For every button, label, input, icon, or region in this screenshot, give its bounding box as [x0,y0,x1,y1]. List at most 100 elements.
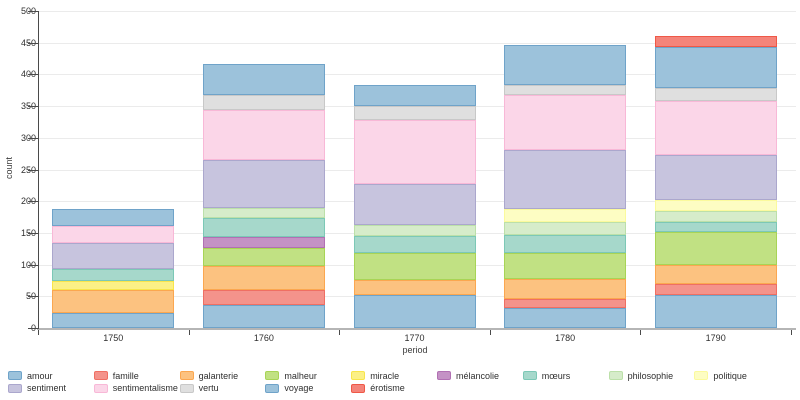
bar-segment-mœurs-1790 [654,222,777,233]
legend-swatch-sentimentalisme [93,383,108,393]
x-axis-title: period [402,345,428,355]
bar-segment-famille-1780 [504,298,627,309]
bar-segment-sentiment-1750 [52,243,175,270]
legend-label-sentimentalisme: sentimentalisme [112,383,178,393]
bar-segment-galanterie-1770 [353,279,476,296]
gridline [38,74,796,76]
bar-segment-sentimentalisme-1780 [504,95,627,150]
y-tick [28,106,38,108]
legend-label-politique: politique [713,370,747,381]
legend-swatch-mœurs [522,371,537,380]
y-tick [28,201,38,203]
legend-item-famille: famille [93,370,139,381]
legend-label-miracle: miracle [370,370,400,381]
gridline [38,11,796,12]
y-tick [28,42,38,44]
bar-segment-politique-1780 [504,209,627,223]
x-axis-line [37,328,796,330]
legend-label-voyage: voyage [284,383,314,393]
bar-segment-voyage-1750 [52,209,175,226]
legend-swatch-galanterie [179,371,194,380]
legend-item-mélancolie: mélancolie [437,370,499,381]
x-tick [791,330,792,335]
legend-swatch-vertu [179,383,194,393]
bar-segment-miracle-1750 [52,281,175,290]
y-tick [28,232,38,234]
bar-segment-mœurs-1760 [202,218,325,238]
bar-segment-vertu-1780 [504,84,627,96]
bar-segment-philosophie-1760 [202,207,325,219]
x-tick-label: 1770 [404,333,425,343]
bar-segment-galanterie-1760 [202,265,325,290]
bar-segment-amour-1780 [504,308,627,328]
bar-segment-voyage-1760 [202,63,325,95]
y-tick [28,328,38,329]
legend-item-sentimentalisme: sentimentalisme [93,383,178,394]
legend-label-sentiment: sentiment [27,383,67,393]
legend-label-amour: amour [27,370,53,381]
x-tick [38,330,39,335]
x-tick-label: 1750 [103,333,124,343]
legend-item-sentiment: sentiment [8,383,66,394]
bar-segment-amour-1760 [202,304,325,328]
legend-item-amour: amour [8,370,53,381]
legend-label-famille: famille [112,370,139,381]
x-tick [339,330,341,335]
legend-swatch-philosophie [608,371,623,380]
bar-segment-sentiment-1770 [353,184,476,225]
bar-segment-érotisme-1790 [654,35,777,48]
legend-item-mœurs: mœurs [522,370,571,381]
bar-segment-philosophie-1790 [654,210,777,223]
legend-item-vertu: vertu [179,383,219,394]
legend-label-vertu: vertu [198,383,219,393]
bar-segment-famille-1760 [202,289,325,305]
legend-item-philosophie: philosophie [608,370,674,381]
legend-swatch-voyage [265,383,280,393]
x-tick [640,330,642,335]
legend-label-mœurs: mœurs [541,370,571,381]
bar-segment-sentimentalisme-1770 [353,120,476,185]
bar-segment-malheur-1770 [353,252,476,280]
legend-label-érotisme: érotisme [370,383,405,393]
x-tick-label: 1790 [705,333,726,343]
y-axis-line [38,11,39,329]
x-tick-label: 1780 [555,333,576,343]
y-tick [28,74,38,76]
legend-item-érotisme: érotisme [351,383,405,394]
legend-item-miracle: miracle [351,370,399,381]
legend-swatch-malheur [265,371,280,380]
legend-swatch-érotisme [351,383,366,393]
legend-item-malheur: malheur [265,370,317,381]
y-tick [28,264,38,266]
y-tick [28,296,38,298]
bar-segment-mœurs-1780 [504,234,627,253]
legend-swatch-mélancolie [437,371,451,380]
bar-segment-vertu-1760 [202,94,325,110]
bar-segment-sentimentalisme-1790 [654,101,777,155]
bar-segment-famille-1790 [654,283,777,296]
gridline [38,42,796,44]
bar-segment-vertu-1790 [654,87,777,102]
bar-segment-voyage-1770 [353,85,476,107]
legend-label-galanterie: galanterie [198,370,239,381]
legend-swatch-sentiment [8,383,22,393]
legend-swatch-famille [93,371,108,380]
x-tick [188,330,190,335]
bar-segment-galanterie-1780 [504,278,627,299]
bar-segment-sentimentalisme-1760 [202,109,325,160]
bar-segment-vertu-1770 [353,106,476,121]
bar-segment-galanterie-1750 [52,289,175,314]
bar-segment-mœurs-1750 [52,269,175,282]
legend-label-philosophie: philosophie [627,370,674,381]
y-tick [28,137,38,139]
legend-item-voyage: voyage [265,383,313,394]
legend-item-politique: politique [694,370,747,381]
bar-segment-malheur-1780 [504,252,627,279]
legend-swatch-miracle [351,371,366,380]
bar-segment-sentiment-1790 [654,154,777,200]
bar-segment-voyage-1790 [654,47,777,88]
legend-item-galanterie: galanterie [179,370,239,381]
bar-segment-malheur-1790 [654,232,777,265]
legend-swatch-amour [8,371,22,380]
